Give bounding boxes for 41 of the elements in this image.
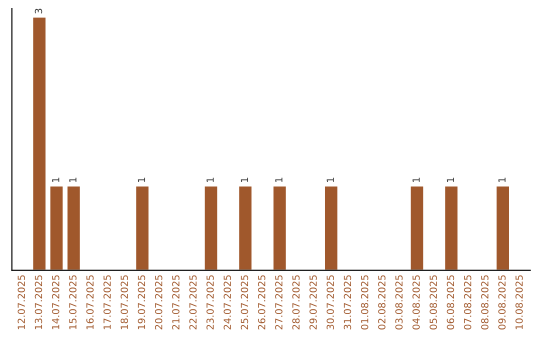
x-tick-label: 16.07.2025 <box>86 275 94 330</box>
x-tick-label: 02.08.2025 <box>378 275 386 330</box>
x-tick-label: 31.07.2025 <box>344 275 352 330</box>
x-tick-label: 22.07.2025 <box>189 275 197 330</box>
x-tick-label: 15.07.2025 <box>69 275 76 330</box>
data-label: 1 <box>138 178 146 182</box>
x-tick-label: 28.07.2025 <box>292 275 300 330</box>
data-label: 1 <box>240 178 248 182</box>
x-tick-label: 23.07.2025 <box>206 275 214 330</box>
x-tick-label: 13.07.2025 <box>34 275 42 330</box>
data-label: 1 <box>52 178 60 182</box>
x-tick-label: 21.07.2025 <box>172 275 180 330</box>
x-tick-label: 17.07.2025 <box>103 275 111 330</box>
x-tick-label: 26.07.2025 <box>258 275 266 330</box>
x-tick-label: 20.07.2025 <box>154 275 162 330</box>
data-label: 1 <box>412 178 420 182</box>
x-tick-label: 06.08.2025 <box>446 275 454 330</box>
x-tick-label: 04.08.2025 <box>412 275 420 330</box>
data-label: 1 <box>275 178 282 182</box>
x-tick-label: 25.07.2025 <box>240 275 248 330</box>
x-tick-label: 14.07.2025 <box>52 275 60 330</box>
x-tick-label: 08.08.2025 <box>481 275 488 330</box>
x-tick-label: 30.07.2025 <box>326 275 334 330</box>
data-label: 1 <box>69 178 76 182</box>
data-label: 1 <box>498 178 506 182</box>
data-label: 1 <box>206 178 214 182</box>
x-tick-label: 09.08.2025 <box>498 275 506 330</box>
data-label: 1 <box>446 178 454 182</box>
x-tick-label: 01.08.2025 <box>360 275 368 330</box>
x-tick-label: 12.07.2025 <box>18 275 25 330</box>
data-label: 1 <box>326 178 334 182</box>
x-tick-label: 19.07.2025 <box>138 275 146 330</box>
x-tick-label: 24.07.2025 <box>224 275 231 330</box>
x-tick-label: 10.08.2025 <box>515 275 523 330</box>
x-tick-label: 18.07.2025 <box>120 275 128 330</box>
x-tick-label: 07.08.2025 <box>464 275 472 330</box>
x-tick-label: 29.07.2025 <box>309 275 317 330</box>
x-tick-label: 27.07.2025 <box>275 275 282 330</box>
x-tick-label: 05.08.2025 <box>430 275 437 330</box>
data-label: 3 <box>34 8 42 14</box>
x-tick-label: 03.08.2025 <box>395 275 403 330</box>
